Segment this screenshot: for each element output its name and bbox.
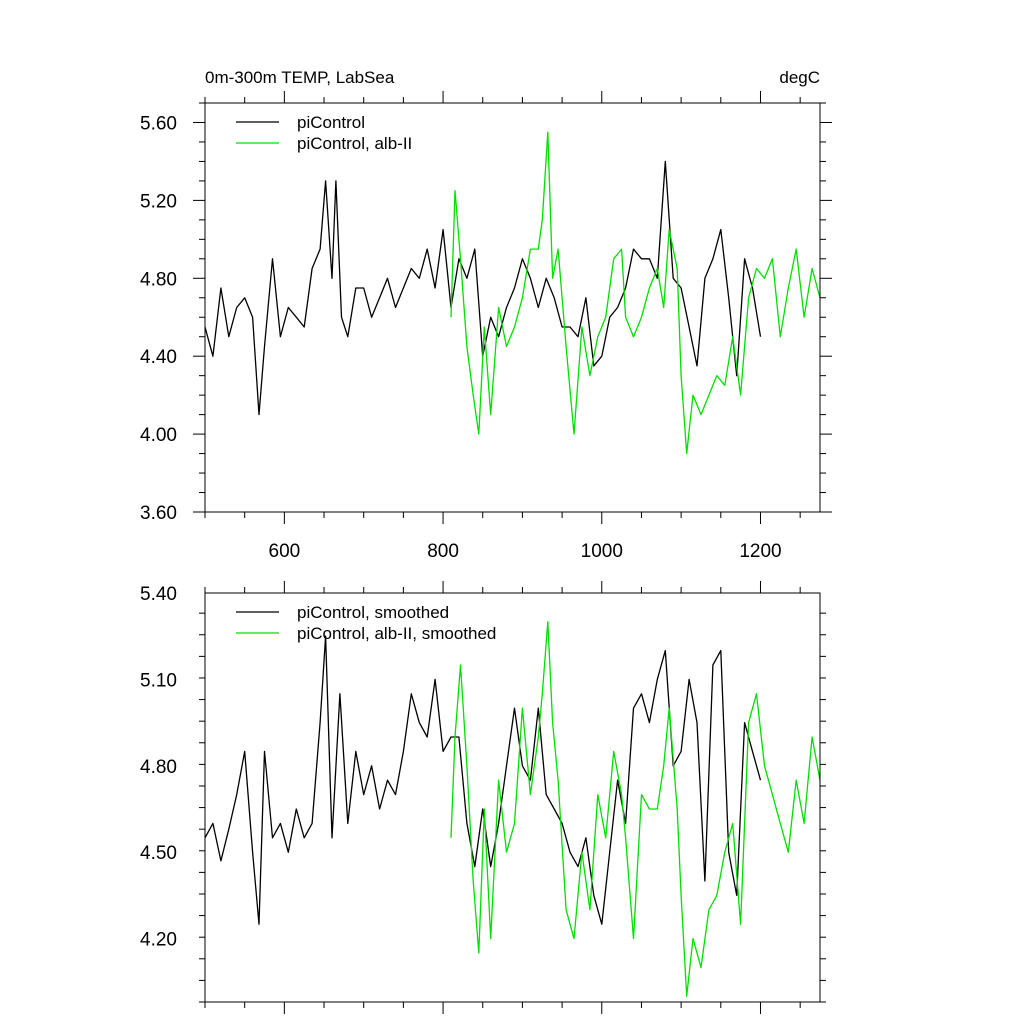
legend: piControl piControl, alb-II <box>236 113 412 153</box>
legend-label: piControl, alb-II <box>297 134 412 153</box>
y-tick-label: 4.80 <box>140 757 177 778</box>
y-tick-label: 3.60 <box>140 503 177 524</box>
legend-label: piControl, smoothed <box>297 603 449 622</box>
legend: piControl, smoothed piControl, alb-II, s… <box>236 603 496 643</box>
x-tick-label: 600 <box>269 541 301 562</box>
y-tick-label: 5.20 <box>140 191 177 212</box>
series-line-bottom-0 <box>204 635 762 925</box>
y-tick-label: 5.60 <box>140 113 177 134</box>
y-tick-label: 4.50 <box>140 843 177 864</box>
y-tick-label: 4.00 <box>140 425 177 446</box>
bottom-chart-panel: 4.20 4.50 4.80 5.10 5.40 piControl, smoothed… <box>140 581 826 1014</box>
series-line-top-1 <box>450 131 821 455</box>
y-tick-label: 5.40 <box>140 584 177 605</box>
units-label: degC <box>779 68 820 87</box>
legend-label: piControl, alb-II, smoothed <box>297 624 496 643</box>
plot-frame <box>204 102 821 513</box>
legend-label: piControl <box>297 113 365 132</box>
series-line-bottom-1 <box>450 621 821 997</box>
plot-frame <box>204 592 821 1003</box>
series-line-top-0 <box>204 160 762 416</box>
y-tick-label: 4.40 <box>140 347 177 368</box>
x-tick-label: 800 <box>427 541 459 562</box>
y-tick-label: 4.20 <box>140 930 177 951</box>
y-tick-label: 5.10 <box>140 670 177 691</box>
chart-title: 0m-300m TEMP, LabSea <box>205 68 395 87</box>
y-tick-label: 4.80 <box>140 269 177 290</box>
x-tick-label: 1200 <box>739 541 781 562</box>
top-chart-panel: 0m-300m TEMP, LabSea degC 3.60 4.00 4.40 4.… <box>140 68 832 562</box>
x-tick-label: 1000 <box>581 541 623 562</box>
